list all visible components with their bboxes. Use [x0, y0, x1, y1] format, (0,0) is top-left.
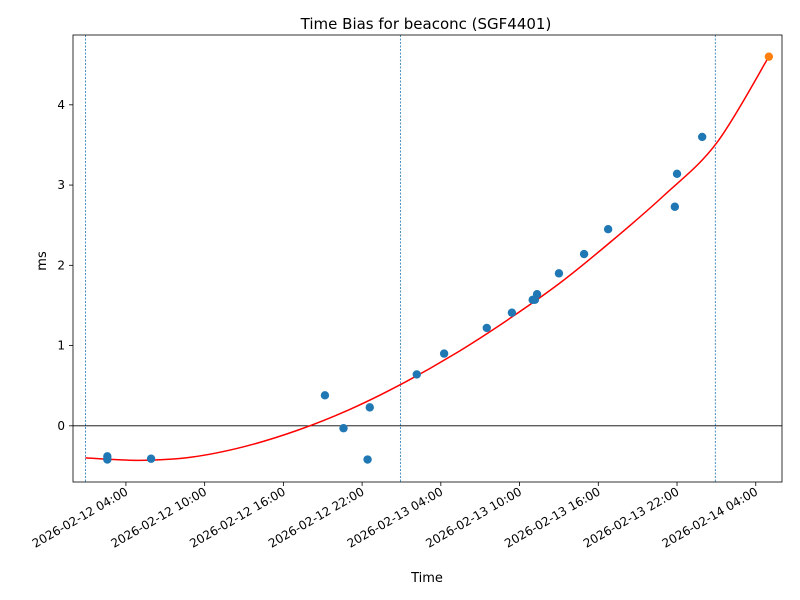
data-point: [439, 349, 449, 358]
data-point: [365, 403, 374, 412]
data-point: [764, 52, 774, 61]
data-point: [603, 225, 613, 234]
data-point: [697, 132, 707, 142]
y-axis-label: ms: [35, 251, 50, 271]
y-tick-label: 2: [57, 258, 65, 272]
data-point: [482, 323, 491, 333]
fit-curve-line: [85, 56, 770, 462]
data-point: [363, 455, 372, 464]
data-point: [146, 454, 156, 463]
y-tick-label: 0: [57, 419, 65, 433]
chart-title: Time Bias for beaconc (SGF4401): [300, 15, 552, 33]
data-point: [339, 424, 348, 433]
x-axis-label: Time: [410, 571, 443, 586]
data-point: [320, 391, 330, 400]
y-tick-label: 3: [57, 178, 65, 192]
data-point: [554, 269, 564, 278]
data-point: [412, 370, 421, 379]
data-point: [672, 169, 682, 179]
axes-frame: [72, 34, 783, 483]
data-point: [507, 308, 517, 317]
y-tick-label: 1: [57, 339, 65, 353]
y-tick-label: 4: [57, 98, 65, 112]
data-point: [532, 290, 542, 299]
data-point: [670, 202, 680, 211]
data-point: [103, 455, 112, 464]
data-point: [579, 249, 589, 259]
